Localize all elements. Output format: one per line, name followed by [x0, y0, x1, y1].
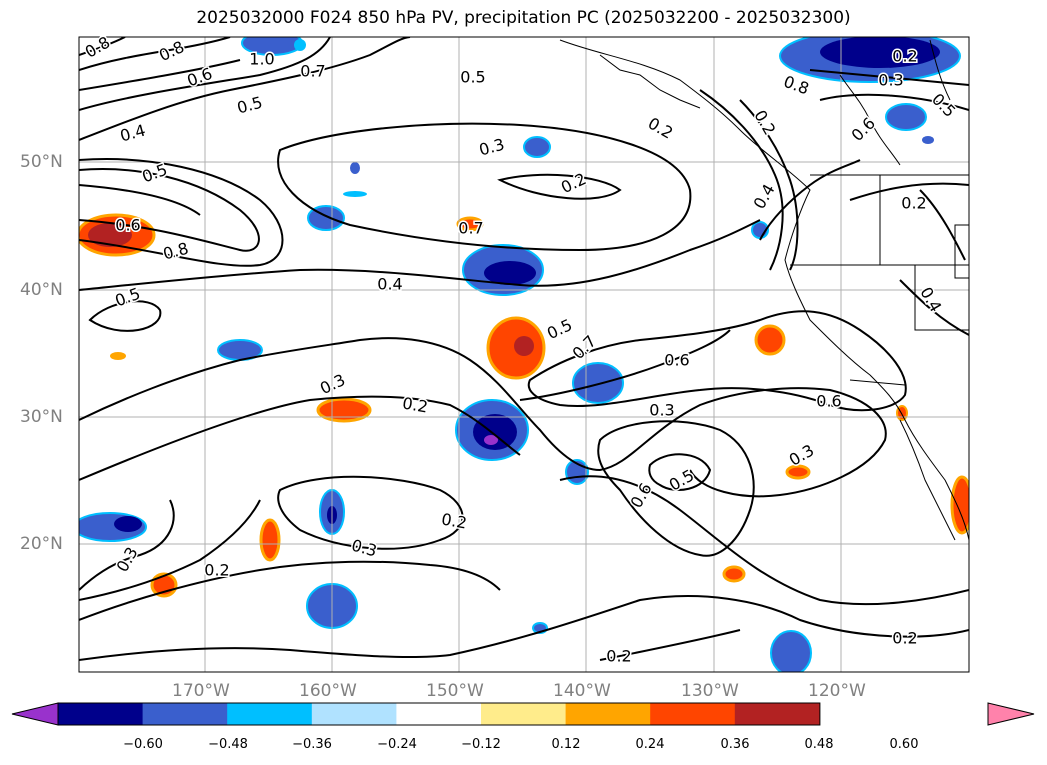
contour-label: 0.5 — [460, 68, 485, 87]
colorbar-swatch — [481, 703, 567, 725]
lon-label: 160°W — [299, 681, 357, 701]
colorbar-label: −0.60 — [123, 737, 163, 752]
colorbar-swatch — [396, 703, 482, 725]
lat-label: 30°N — [20, 407, 63, 427]
lat-label: 40°N — [20, 280, 63, 300]
colorbar-swatch — [565, 703, 651, 725]
lat-label: 20°N — [20, 534, 63, 554]
contour-label: 0.6 — [184, 64, 214, 91]
contour-label: 0.5 — [928, 90, 959, 121]
coastlines — [559, 39, 969, 541]
contour-label: 0.5 — [666, 466, 698, 495]
colorbar-max-arrow — [987, 702, 1035, 726]
contour-label: 0.4 — [377, 275, 402, 294]
colorbar — [11, 702, 1035, 726]
contour-label: 0.5 — [544, 315, 575, 343]
contour-label: 0.3 — [350, 536, 380, 561]
contour-label: 0.2 — [901, 194, 926, 213]
contour-label: 0.3 — [878, 71, 903, 90]
contour-label: 0.3 — [317, 370, 348, 398]
colorbar-label: −0.36 — [292, 737, 332, 752]
colorbar-label: 0.36 — [720, 737, 750, 752]
contour-label: 0.4 — [750, 181, 779, 213]
colorbar-label: 0.24 — [635, 737, 665, 752]
contour-label: 0.8 — [161, 239, 191, 264]
contour-label: 0.3 — [786, 441, 818, 470]
colorbar-min-arrow — [11, 702, 59, 726]
contour-label: 0.3 — [649, 401, 674, 420]
contour-label: 0.8 — [156, 37, 187, 65]
colorbar-swatch — [650, 703, 736, 725]
pv-contours — [79, 37, 969, 661]
contour-label: 0.6 — [816, 392, 841, 411]
map-title: 2025032000 F024 850 hPa PV, precipitatio… — [196, 8, 851, 28]
contour-label: 0.7 — [300, 62, 325, 81]
colorbar-swatch — [227, 703, 313, 725]
colorbar-label: −0.24 — [377, 737, 417, 752]
contour-label: 0.2 — [892, 629, 917, 648]
contour-label: 0.7 — [458, 219, 483, 238]
colorbar-swatch — [142, 703, 228, 725]
contour-label: 0.2 — [645, 114, 677, 143]
contour-label: 0.5 — [235, 93, 265, 118]
contour-label: 0.4 — [118, 121, 148, 146]
contour-label: 0.8 — [781, 72, 811, 99]
map-frame — [78, 36, 970, 673]
contour-label: 0.3 — [477, 135, 507, 160]
contour-label: 0.4 — [916, 284, 945, 316]
lon-label: 130°W — [681, 681, 739, 701]
contour-label: 0.2 — [892, 47, 917, 66]
colorbar-label: 0.48 — [804, 737, 834, 752]
colorbar-swatch — [311, 703, 397, 725]
lon-label: 170°W — [172, 681, 230, 701]
colorbar-swatch — [734, 703, 820, 725]
colorbar-label: 0.60 — [889, 737, 919, 752]
contour-label: 0.2 — [440, 509, 468, 532]
colorbar-label: −0.48 — [208, 737, 248, 752]
lon-label: 140°W — [553, 681, 611, 701]
contour-label: 1.0 — [249, 50, 274, 69]
contour-label: 0.6 — [848, 114, 879, 145]
colorbar-swatch — [58, 703, 144, 725]
contour-label: 0.2 — [558, 169, 589, 197]
contour-label: 0.6 — [115, 216, 140, 235]
contour-label: 0.2 — [750, 107, 779, 139]
contour-label: 0.3 — [113, 544, 142, 576]
contour-label: 0.6 — [664, 351, 689, 370]
contour-label: 0.5 — [112, 284, 142, 311]
contour-label: 0.2 — [401, 393, 429, 416]
lon-label: 150°W — [426, 681, 484, 701]
colorbar-label: −0.12 — [461, 737, 501, 752]
contour-label: 0.2 — [606, 647, 631, 666]
colorbar-label: 0.12 — [551, 737, 581, 752]
lon-label: 120°W — [808, 681, 866, 701]
lat-label: 50°N — [20, 152, 63, 172]
contour-label: 0.2 — [204, 561, 229, 580]
